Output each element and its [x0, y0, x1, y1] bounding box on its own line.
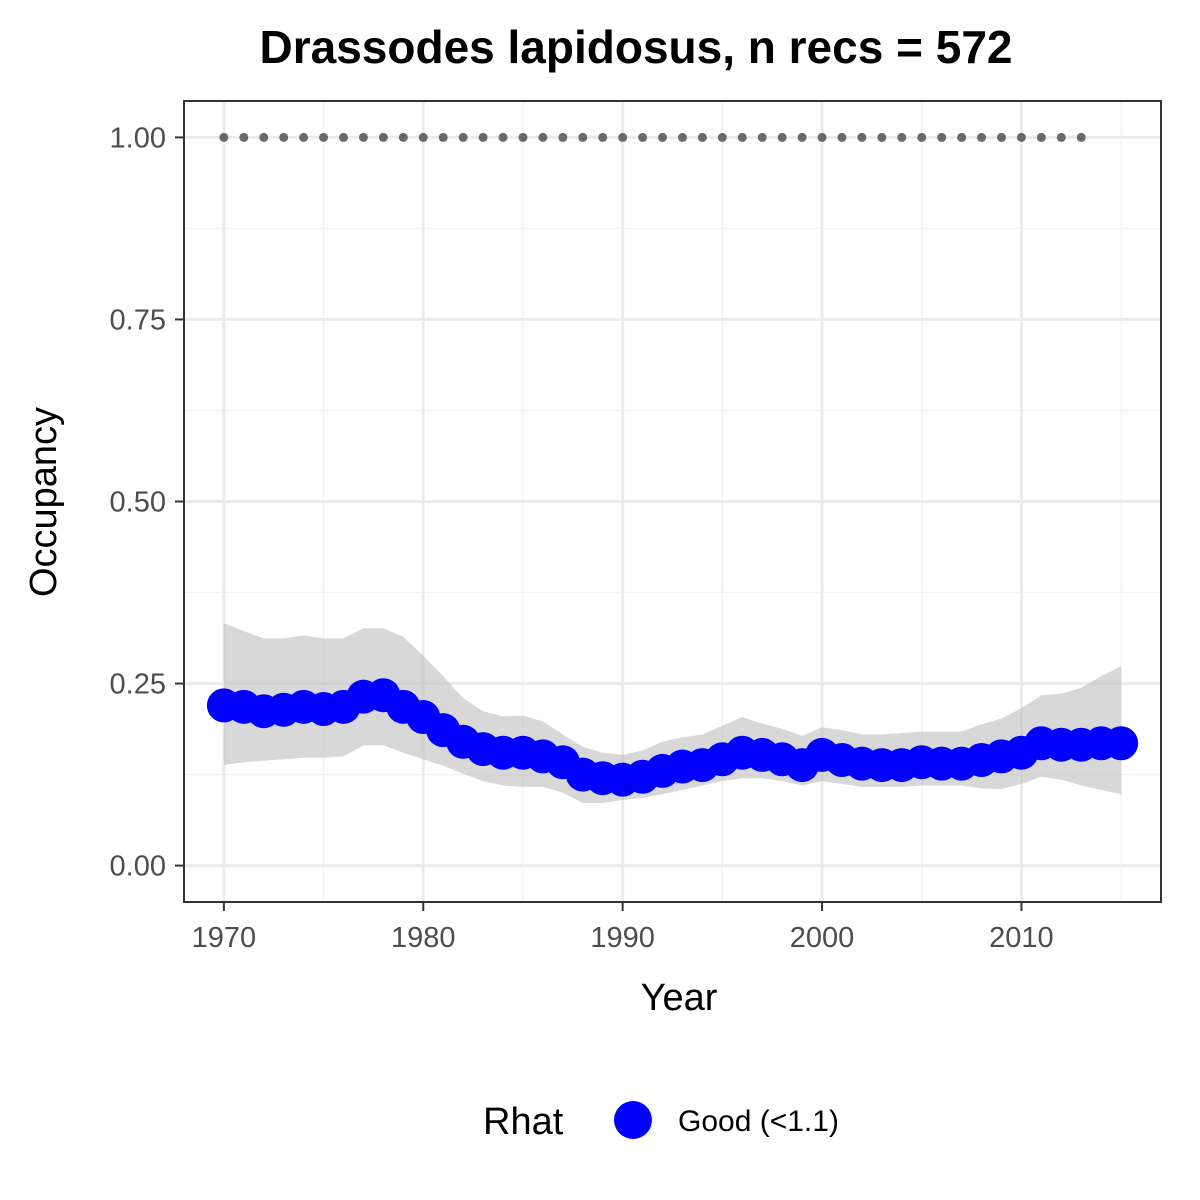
y-tick-label: 0.00	[110, 851, 166, 883]
x-tick-label: 2000	[790, 922, 855, 954]
reference-point	[917, 132, 927, 142]
x-axis-title: Year	[641, 977, 718, 1019]
reference-point	[518, 132, 528, 142]
reference-point	[697, 132, 707, 142]
reference-point	[378, 132, 388, 142]
reference-point	[299, 132, 309, 142]
y-axis: 0.00 0.25 0.50 0.75 1.00	[110, 122, 184, 883]
x-tick-label: 1980	[391, 922, 456, 954]
plot-panel	[183, 100, 1162, 903]
reference-point	[1036, 132, 1046, 142]
reference-point	[498, 132, 508, 142]
reference-point	[239, 132, 249, 142]
reference-point	[797, 132, 807, 142]
x-tick-label: 1970	[192, 922, 257, 954]
y-tick-label: 0.50	[110, 487, 166, 519]
reference-point	[598, 132, 608, 142]
reference-point	[339, 132, 349, 142]
reference-point	[897, 132, 907, 142]
y-tick-label: 0.25	[110, 669, 166, 701]
reference-point	[279, 132, 289, 142]
reference-point	[478, 132, 488, 142]
legend-key-good	[614, 1101, 652, 1139]
y-axis-title: Occupancy	[23, 407, 65, 597]
reference-point	[877, 132, 887, 142]
reference-point	[957, 132, 967, 142]
reference-point	[857, 132, 867, 142]
reference-point	[996, 132, 1006, 142]
reference-points	[219, 132, 1086, 142]
legend-label-good: Good (<1.1)	[678, 1105, 839, 1138]
occupancy-points	[206, 678, 1139, 797]
reference-point	[458, 132, 468, 142]
reference-point	[658, 132, 668, 142]
reference-point	[618, 132, 628, 142]
reference-point	[438, 132, 448, 142]
y-tick-label: 1.00	[110, 122, 166, 154]
reference-point	[977, 132, 987, 142]
reference-point	[578, 132, 588, 142]
reference-point	[358, 132, 368, 142]
reference-point	[259, 132, 269, 142]
reference-point	[1016, 132, 1026, 142]
reference-point	[1076, 132, 1086, 142]
reference-point	[1056, 132, 1066, 142]
x-tick-label: 2010	[989, 922, 1054, 954]
reference-point	[837, 132, 847, 142]
chart-title: Drassodes lapidosus, n recs = 572	[260, 21, 1013, 73]
reference-point	[717, 132, 727, 142]
reference-point	[418, 132, 428, 142]
reference-point	[737, 132, 747, 142]
reference-point	[817, 132, 827, 142]
reference-point	[538, 132, 548, 142]
legend: Rhat Good (<1.1)	[483, 1101, 839, 1143]
y-tick-label: 0.75	[110, 304, 166, 336]
legend-title: Rhat	[483, 1101, 564, 1143]
reference-point	[677, 132, 687, 142]
x-axis: 1970 1980 1990 2000 2010	[192, 902, 1054, 954]
x-tick-label: 1990	[590, 922, 655, 954]
reference-point	[937, 132, 947, 142]
reference-point	[319, 132, 329, 142]
occupancy-point	[1104, 726, 1139, 761]
reference-point	[638, 132, 648, 142]
reference-point	[757, 132, 767, 142]
reference-point	[219, 132, 229, 142]
reference-point	[558, 132, 568, 142]
reference-point	[398, 132, 408, 142]
reference-point	[777, 132, 787, 142]
